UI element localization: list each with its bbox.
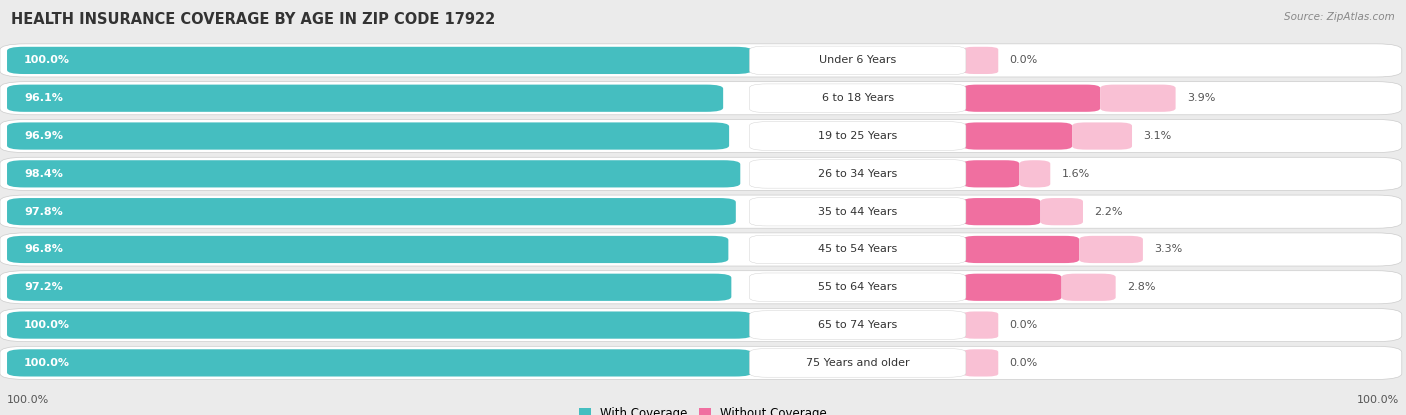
Text: 3.3%: 3.3% (1154, 244, 1182, 254)
FancyBboxPatch shape (1040, 198, 1083, 225)
Text: 2.8%: 2.8% (1128, 282, 1156, 292)
Text: 75 Years and older: 75 Years and older (806, 358, 910, 368)
Text: 100.0%: 100.0% (7, 395, 49, 405)
FancyBboxPatch shape (1073, 122, 1132, 150)
Text: 26 to 34 Years: 26 to 34 Years (818, 169, 897, 179)
FancyBboxPatch shape (749, 84, 966, 112)
Text: 2.2%: 2.2% (1094, 207, 1123, 217)
FancyBboxPatch shape (7, 236, 728, 263)
FancyBboxPatch shape (749, 349, 966, 377)
FancyBboxPatch shape (963, 160, 1019, 188)
Text: 1.6%: 1.6% (1062, 169, 1090, 179)
Text: 96.1%: 96.1% (24, 93, 63, 103)
FancyBboxPatch shape (749, 159, 966, 188)
Text: 0.0%: 0.0% (1010, 358, 1038, 368)
FancyBboxPatch shape (0, 347, 1402, 379)
Text: Source: ZipAtlas.com: Source: ZipAtlas.com (1284, 12, 1395, 22)
FancyBboxPatch shape (7, 198, 735, 225)
FancyBboxPatch shape (0, 82, 1402, 115)
FancyBboxPatch shape (963, 312, 998, 339)
FancyBboxPatch shape (0, 233, 1402, 266)
Text: 3.9%: 3.9% (1187, 93, 1215, 103)
Text: 45 to 54 Years: 45 to 54 Years (818, 244, 897, 254)
FancyBboxPatch shape (7, 312, 752, 339)
FancyBboxPatch shape (963, 236, 1080, 263)
FancyBboxPatch shape (7, 349, 752, 376)
Text: 100.0%: 100.0% (1357, 395, 1399, 405)
FancyBboxPatch shape (0, 157, 1402, 190)
Text: 6 to 18 Years: 6 to 18 Years (821, 93, 894, 103)
FancyBboxPatch shape (749, 198, 966, 226)
FancyBboxPatch shape (1019, 160, 1050, 188)
FancyBboxPatch shape (749, 235, 966, 264)
Text: 55 to 64 Years: 55 to 64 Years (818, 282, 897, 292)
Text: 19 to 25 Years: 19 to 25 Years (818, 131, 897, 141)
Text: 3.1%: 3.1% (1143, 131, 1171, 141)
Text: 100.0%: 100.0% (24, 56, 70, 66)
Text: 100.0%: 100.0% (24, 320, 70, 330)
FancyBboxPatch shape (7, 85, 723, 112)
Legend: With Coverage, Without Coverage: With Coverage, Without Coverage (579, 407, 827, 415)
FancyBboxPatch shape (749, 46, 966, 75)
FancyBboxPatch shape (7, 122, 730, 150)
Text: HEALTH INSURANCE COVERAGE BY AGE IN ZIP CODE 17922: HEALTH INSURANCE COVERAGE BY AGE IN ZIP … (11, 12, 495, 27)
Text: 0.0%: 0.0% (1010, 320, 1038, 330)
FancyBboxPatch shape (7, 273, 731, 301)
FancyBboxPatch shape (7, 160, 741, 188)
FancyBboxPatch shape (963, 122, 1073, 150)
Text: 96.8%: 96.8% (24, 244, 63, 254)
FancyBboxPatch shape (1101, 85, 1175, 112)
FancyBboxPatch shape (963, 47, 998, 74)
FancyBboxPatch shape (0, 308, 1402, 342)
FancyBboxPatch shape (749, 122, 966, 150)
FancyBboxPatch shape (0, 44, 1402, 77)
Text: Under 6 Years: Under 6 Years (820, 56, 896, 66)
Text: 0.0%: 0.0% (1010, 56, 1038, 66)
Text: 35 to 44 Years: 35 to 44 Years (818, 207, 897, 217)
Text: 65 to 74 Years: 65 to 74 Years (818, 320, 897, 330)
FancyBboxPatch shape (7, 47, 752, 74)
FancyBboxPatch shape (1062, 273, 1116, 301)
FancyBboxPatch shape (963, 273, 1062, 301)
Text: 96.9%: 96.9% (24, 131, 63, 141)
FancyBboxPatch shape (0, 195, 1402, 228)
FancyBboxPatch shape (963, 85, 1101, 112)
FancyBboxPatch shape (1080, 236, 1143, 263)
FancyBboxPatch shape (749, 311, 966, 339)
FancyBboxPatch shape (963, 349, 998, 376)
FancyBboxPatch shape (0, 271, 1402, 304)
Text: 97.2%: 97.2% (24, 282, 63, 292)
FancyBboxPatch shape (0, 120, 1402, 153)
FancyBboxPatch shape (749, 273, 966, 302)
Text: 98.4%: 98.4% (24, 169, 63, 179)
FancyBboxPatch shape (963, 198, 1040, 225)
Text: 97.8%: 97.8% (24, 207, 63, 217)
Text: 100.0%: 100.0% (24, 358, 70, 368)
